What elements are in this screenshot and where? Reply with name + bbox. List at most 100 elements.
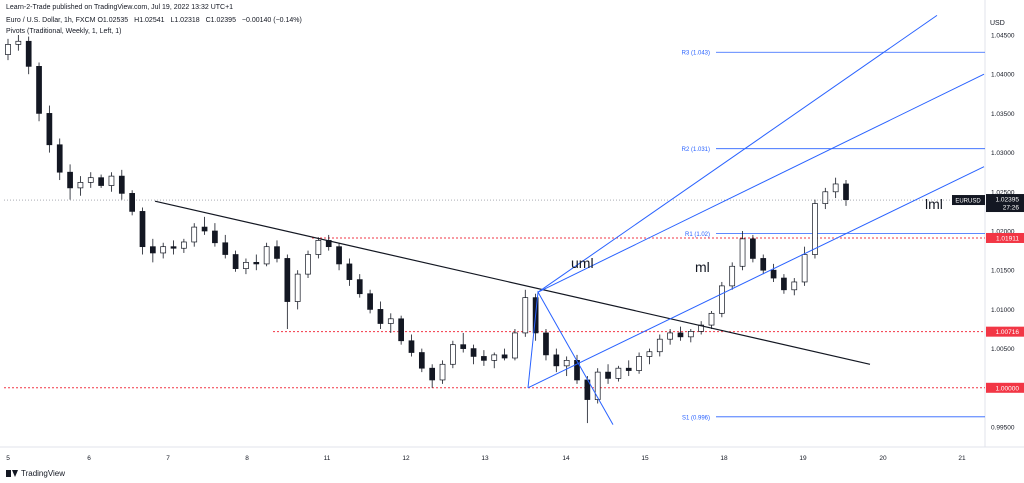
footer-branding: TradingView (6, 469, 65, 478)
candle-body (791, 281, 798, 291)
candle-body (87, 177, 94, 183)
candle-body (418, 352, 425, 369)
pivot-label: S1 (0.996) (682, 415, 710, 421)
time-axis-tick: 20 (879, 455, 887, 462)
ohlc-change: −0.00140 (−0.14%) (241, 17, 302, 24)
price-axis-tick: 1.01500 (991, 268, 1015, 275)
candle-body (801, 254, 808, 283)
candle-body (67, 171, 73, 189)
time-axis-tick: 12 (402, 455, 410, 462)
candle-body (491, 354, 498, 361)
candle-body (5, 44, 11, 55)
candle-body (129, 193, 135, 212)
footer-brand: TradingView (21, 469, 66, 478)
level-price-badge (986, 326, 1024, 337)
ml-label: ml (695, 259, 710, 275)
lml-label: lml (925, 196, 943, 212)
level-price-label: 1.00716 (996, 329, 1020, 336)
price-axis-tick: 1.02000 (991, 229, 1015, 236)
candle-body (460, 344, 467, 349)
price-axis-tick: 1.01000 (991, 307, 1015, 314)
candle-body (760, 258, 767, 271)
candle-body (336, 246, 342, 265)
candle-body (15, 40, 22, 45)
price-axis-tick: 1.03500 (991, 111, 1015, 118)
candle-body (698, 324, 705, 332)
time-axis-tick: 6 (87, 455, 91, 462)
upper-median-line[interactable] (537, 14, 938, 293)
published-line: Learn-2-Trade published on TradingView.c… (6, 4, 234, 11)
candle-body (377, 309, 384, 324)
candle-body (232, 254, 239, 269)
level-price-label: 1.01911 (996, 235, 1019, 242)
candle-body (563, 360, 570, 367)
candle-body (781, 277, 787, 291)
candle-body (98, 177, 104, 186)
candle-body (263, 246, 270, 265)
candle-body (625, 367, 632, 371)
candle-body (450, 344, 456, 365)
time-axis-tick: 21 (958, 455, 966, 462)
symbol-info: Euro / U.S. Dollar, 1h, FXCM O1.02535 H1… (6, 17, 306, 24)
price-axis-tick: 1.00500 (991, 346, 1015, 353)
candle-body (770, 269, 777, 279)
candle-body (305, 254, 311, 275)
time-axis-tick: 11 (324, 455, 331, 462)
candle-body (646, 351, 653, 357)
candle-body (77, 182, 84, 189)
candle-body (118, 175, 125, 194)
candle-body (522, 297, 529, 334)
median-line[interactable] (537, 73, 985, 293)
candle-body (719, 285, 725, 314)
candle-body (543, 332, 549, 356)
candle-body (356, 279, 363, 295)
descending-trendline[interactable] (154, 200, 871, 365)
uml-label: uml (571, 255, 594, 271)
candle-body (729, 265, 736, 287)
candle-body (439, 363, 446, 381)
candle-body (687, 331, 694, 338)
candle-body (149, 246, 156, 254)
candle-body (832, 183, 839, 193)
candle-body (346, 263, 353, 280)
time-axis-tick: 5 (6, 455, 10, 462)
candle-body (367, 293, 373, 310)
candle-body (812, 203, 818, 255)
symbol-badge-label: EURUSD (955, 199, 981, 205)
level-price-badge (986, 382, 1024, 393)
candle-body (253, 262, 260, 265)
level-price-label: 1.00000 (996, 385, 1020, 392)
candle-body (843, 183, 849, 200)
candle-body (667, 332, 673, 340)
candle-body (108, 175, 115, 186)
price-axis-tick: 1.04000 (991, 72, 1015, 79)
pivot-label: R1 (1.02) (685, 232, 710, 238)
price-axis-tick: 1.04500 (991, 33, 1015, 40)
candle-body (512, 332, 518, 359)
candle-body (656, 338, 663, 353)
lower-median-line[interactable] (527, 166, 985, 389)
candle-body (429, 367, 436, 381)
pivot-label: R3 (1.043) (682, 51, 710, 57)
candle-body (284, 258, 291, 302)
price-axis-tick: 1.03000 (991, 150, 1015, 157)
candle-body (243, 262, 249, 269)
indicator-legend: Pivots (Traditional, Weekly, 1, Left, 1) (6, 28, 122, 35)
price-axis-tick: 0.99500 (991, 425, 1015, 432)
pitchfork-handle[interactable] (527, 290, 614, 425)
candle-body (481, 356, 487, 361)
candle-body (594, 371, 601, 400)
candle-body (36, 66, 42, 114)
candle-body (56, 144, 63, 173)
last-price-label: 1.02395 (996, 197, 1020, 204)
bar-countdown-label: 27:26 (1003, 205, 1020, 212)
candle-body (708, 312, 715, 326)
candle-body (212, 230, 218, 244)
candle-body (408, 340, 415, 353)
candle-body (160, 246, 167, 254)
ohlc-close: C1.02395 (205, 17, 236, 24)
symbol-line: Euro / U.S. Dollar, 1h, FXCM (6, 17, 96, 24)
candle-body (170, 246, 177, 249)
ohlc-low: L1.02318 (170, 17, 200, 24)
